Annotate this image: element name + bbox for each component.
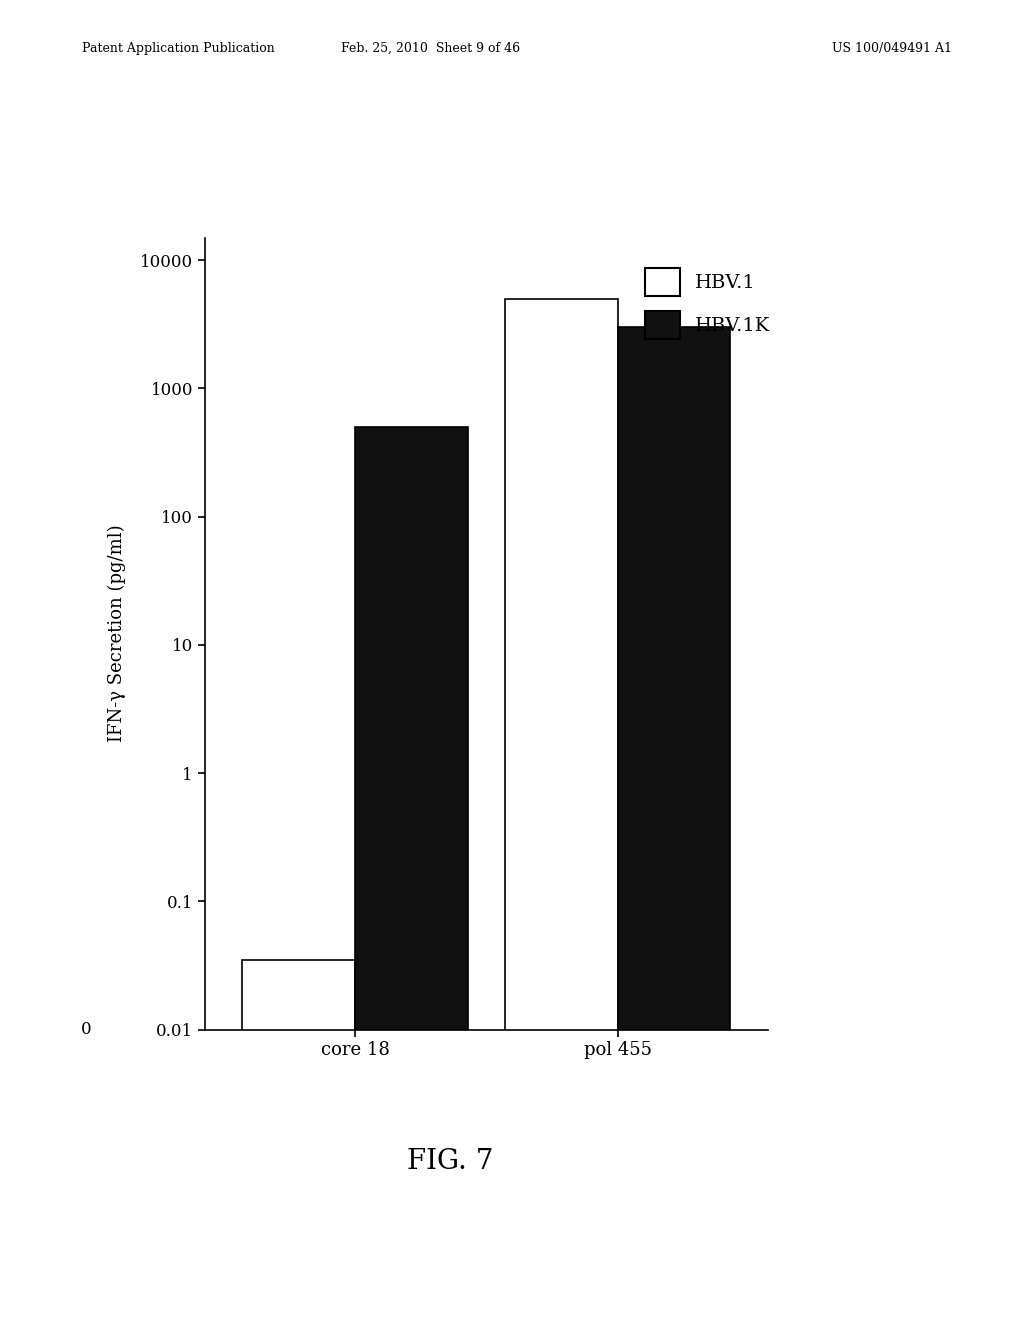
Text: Patent Application Publication: Patent Application Publication (82, 42, 274, 55)
Text: US 100/049491 A1: US 100/049491 A1 (833, 42, 952, 55)
Bar (505, 298, 617, 1320)
Legend: HBV.1, HBV.1K: HBV.1, HBV.1K (644, 268, 770, 339)
Y-axis label: IFN-γ Secretion (pg/ml): IFN-γ Secretion (pg/ml) (108, 525, 126, 742)
Bar (617, 327, 730, 1320)
Text: Feb. 25, 2010  Sheet 9 of 46: Feb. 25, 2010 Sheet 9 of 46 (341, 42, 519, 55)
Text: 0: 0 (81, 1022, 91, 1038)
Bar (355, 428, 468, 1320)
Bar (243, 960, 355, 1320)
Text: FIG. 7: FIG. 7 (408, 1148, 494, 1175)
